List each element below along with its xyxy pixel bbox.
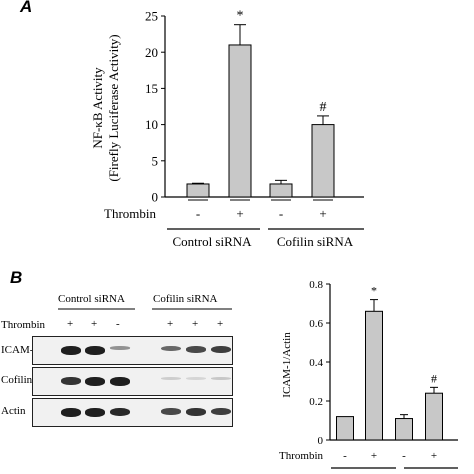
chart-a-ytick-label: 15	[145, 81, 158, 96]
chart-b-bar	[365, 310, 383, 441]
chart-a-ytick-label: 25	[145, 9, 158, 24]
blot-band	[211, 346, 231, 354]
chart-b-bar	[425, 392, 443, 441]
blot-thrombin-sign: +	[67, 318, 74, 330]
blot-band	[211, 377, 231, 380]
chart-a-group-label-control: Control siRNA	[172, 234, 252, 249]
blot-row-label-actin: Actin	[1, 405, 26, 417]
blot-image-icam1	[32, 336, 233, 365]
blot-band	[161, 346, 181, 352]
blot-thrombin-sign: -	[116, 318, 120, 330]
blot-thrombin-sign: +	[91, 318, 98, 330]
chart-b-ytick-label: 0.6	[309, 318, 323, 330]
blot-band	[110, 346, 130, 350]
chart-b-thrombin-sign: +	[431, 450, 437, 462]
blot-band	[85, 408, 105, 417]
chart-a-axes: 0 5 10 15 20 25	[145, 9, 364, 205]
chart-b-bar	[395, 418, 413, 441]
blot-band	[61, 346, 81, 355]
blot-band	[161, 377, 181, 380]
blot-band	[186, 377, 206, 380]
chart-b-thrombin-signs: - + - +	[343, 450, 437, 462]
panel-letter-b: B	[10, 268, 23, 287]
chart-b-thrombin-label: Thrombin	[279, 450, 323, 462]
blot-band	[110, 408, 130, 417]
blot-band	[85, 377, 105, 386]
chart-a-group-label-cofilin: Cofilin siRNA	[277, 234, 354, 249]
blot-thrombin-sign: +	[167, 318, 174, 330]
chart-a-thrombin-label: Thrombin	[104, 206, 156, 221]
blot-thrombin-sign: +	[192, 318, 199, 330]
blot-band	[61, 408, 81, 417]
chart-a-ytick-label: 0	[152, 190, 159, 205]
chart-a-thrombin-sign: -	[279, 206, 283, 221]
blot-band	[85, 346, 105, 355]
chart-a-ytick-label: 10	[145, 117, 158, 132]
chart-b-ytick-label: 0	[318, 435, 324, 447]
chart-a-significance-mark: *	[237, 9, 244, 24]
chart-a-bars: *#	[186, 9, 335, 198]
chart-b-ytick-label: 0.2	[309, 396, 323, 408]
blot-band	[161, 408, 181, 415]
chart-b-significance-mark: *	[371, 284, 377, 298]
chart-b-bars: *#	[336, 284, 443, 441]
chart-a-ytick-label: 5	[152, 153, 159, 168]
chart-b-ytick-label: 0.8	[309, 279, 323, 291]
chart-b-thrombin-sign: -	[402, 450, 406, 462]
blot-image-actin	[32, 398, 233, 427]
blot-row-label-cofilin: Cofilin	[1, 374, 33, 386]
blot-group-label-cofilin: Cofilin siRNA	[153, 293, 218, 305]
panel-letter-a: A	[20, 0, 33, 16]
blot-group-label-control: Control siRNA	[58, 293, 125, 305]
chart-a-ylabel-line2: (Firefly Luciferase Activity)	[106, 34, 121, 181]
chart-a-ytick-label: 20	[145, 45, 158, 60]
chart-a-thrombin-signs: - + - +	[188, 199, 333, 221]
chart-b-ytick-label: 0.4	[309, 357, 323, 369]
blot-thrombin-label: Thrombin	[1, 319, 45, 331]
chart-a-thrombin-sign: +	[319, 206, 326, 221]
blot-band	[110, 377, 130, 386]
blot-band	[186, 346, 206, 353]
blot-thrombin-sign: +	[217, 318, 224, 330]
chart-a-thrombin-sign: -	[196, 206, 200, 221]
chart-a-ylabel-line1: NF-κB Activity	[90, 67, 105, 149]
chart-b-thrombin-sign: +	[371, 450, 377, 462]
chart-a-thrombin-sign: +	[236, 206, 243, 221]
chart-a-significance-mark: #	[320, 100, 327, 115]
blot-band	[211, 408, 231, 416]
chart-b-ylabel: ICAM-1/Actin	[281, 332, 293, 398]
blot-row-label-icam1: ICAM-1	[1, 344, 39, 356]
blot-image-cofilin	[32, 367, 233, 396]
chart-b-significance-mark: #	[431, 371, 437, 385]
chart-b-thrombin-sign: -	[343, 450, 347, 462]
chart-b-bar	[336, 416, 354, 441]
blot-band	[61, 377, 81, 385]
blot-band	[186, 408, 206, 416]
